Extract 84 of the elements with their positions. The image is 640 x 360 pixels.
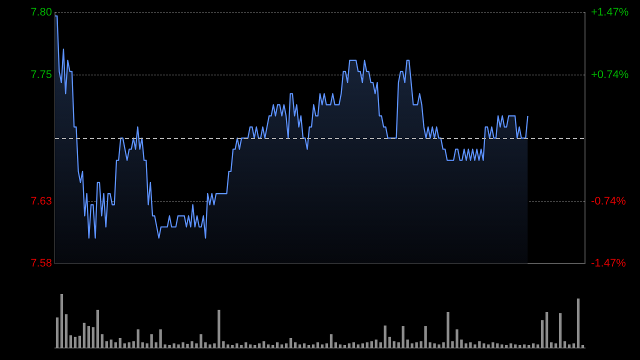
bar [64, 314, 68, 348]
bar [384, 326, 386, 348]
bar [541, 320, 544, 348]
bar [298, 344, 302, 348]
bar [402, 326, 404, 348]
bar [82, 322, 86, 348]
bar [69, 335, 72, 348]
bar [60, 294, 64, 348]
y2-tick-label: +1.47% [591, 6, 629, 19]
bar [356, 344, 360, 348]
bar [96, 310, 99, 348]
bar [325, 343, 328, 348]
bar [532, 343, 535, 348]
bar [545, 312, 548, 348]
bar [289, 338, 292, 348]
bar [581, 344, 584, 348]
bar [74, 336, 77, 348]
bar [114, 342, 117, 348]
bar [272, 344, 274, 348]
bar [312, 344, 315, 348]
bar [276, 342, 279, 348]
bar [523, 344, 526, 348]
bar [338, 344, 342, 348]
bar [118, 338, 122, 348]
bar [249, 344, 252, 348]
bar [374, 340, 378, 348]
bar [92, 327, 95, 348]
bar [123, 343, 126, 348]
bar [558, 313, 562, 348]
bar [236, 343, 238, 348]
bar [302, 343, 306, 348]
bar [56, 317, 59, 348]
bar [316, 342, 320, 348]
bar [379, 342, 382, 348]
bar [132, 341, 135, 348]
bar [78, 336, 82, 348]
y-tick-label: 7.58 [30, 258, 52, 270]
bar [128, 342, 130, 348]
y-tick-label: 7.75 [30, 68, 52, 81]
y2-tick-label: -1.47% [591, 258, 626, 270]
bar [370, 341, 373, 348]
bar [343, 344, 346, 348]
bar [505, 344, 508, 348]
bar [334, 342, 338, 348]
bar [294, 342, 297, 348]
bar [267, 344, 270, 348]
bar [576, 298, 580, 348]
bar [514, 344, 517, 348]
bar [388, 336, 391, 348]
bar [330, 334, 333, 348]
y-tick-label: 7.63 [30, 195, 52, 208]
bar [563, 341, 566, 348]
bar [366, 342, 368, 348]
bar [528, 344, 530, 348]
y2-tick-label: -0.74% [591, 195, 626, 208]
bar [307, 344, 310, 348]
y-tick-label: 7.80 [30, 6, 52, 19]
bar [136, 329, 140, 348]
bar [240, 344, 243, 348]
bar [87, 326, 90, 348]
bar [550, 342, 553, 348]
bar [500, 344, 504, 348]
y2-tick-label: +0.74% [591, 68, 629, 81]
bar [536, 344, 540, 348]
bar [254, 344, 256, 348]
bar [392, 341, 396, 348]
bar [361, 343, 364, 348]
bar [320, 344, 324, 348]
bar [244, 342, 248, 348]
bar [258, 343, 261, 348]
bar [397, 342, 400, 348]
bar [280, 344, 284, 348]
bar [554, 343, 558, 348]
bar [572, 343, 576, 348]
bar [110, 340, 112, 348]
bar [568, 344, 571, 348]
bar [348, 343, 351, 348]
bar [352, 342, 356, 348]
bar [100, 334, 104, 348]
bar [262, 341, 266, 348]
bar [510, 343, 512, 348]
bar [518, 344, 522, 348]
bar [284, 343, 288, 348]
bar [105, 341, 108, 348]
